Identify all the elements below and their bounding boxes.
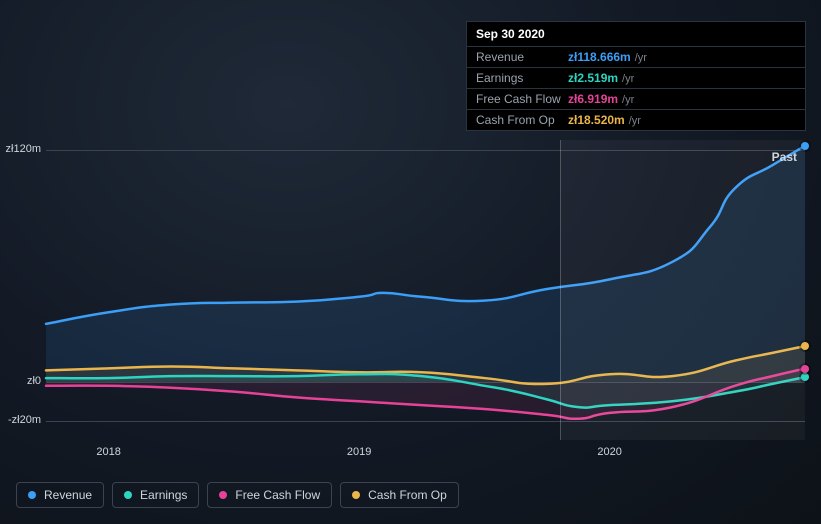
legend-item-earnings[interactable]: Earnings <box>112 482 199 508</box>
tooltip-row-suffix: /yr <box>622 73 634 85</box>
tooltip-row-suffix: /yr <box>635 52 647 64</box>
legend-item-free-cash-flow[interactable]: Free Cash Flow <box>207 482 332 508</box>
legend-item-cash-from-op[interactable]: Cash From Op <box>340 482 459 508</box>
y-axis-label: -zł20m <box>0 414 41 426</box>
tooltip-row-label: Cash From Op <box>476 113 568 127</box>
legend-label: Revenue <box>44 488 92 502</box>
revenue-endpoint <box>801 142 809 150</box>
tooltip-date: Sep 30 2020 <box>467 22 805 46</box>
legend-dot-icon <box>28 491 36 499</box>
legend-dot-icon <box>352 491 360 499</box>
financial-chart[interactable]: Past zł120mzł0-zł20m 201820192020 <box>16 120 805 460</box>
y-axis-label: zł0 <box>0 375 41 387</box>
tooltip-row: Revenuezł118.666m/yr <box>467 46 805 67</box>
legend-item-revenue[interactable]: Revenue <box>16 482 104 508</box>
legend-dot-icon <box>124 491 132 499</box>
tooltip-row: Free Cash Flowzł6.919m/yr <box>467 88 805 109</box>
hover-tooltip: Sep 30 2020 Revenuezł118.666m/yrEarnings… <box>466 21 806 131</box>
tooltip-row-value: zł118.666m <box>568 50 631 64</box>
x-axis-label: 2020 <box>597 446 621 458</box>
legend-label: Cash From Op <box>368 488 447 502</box>
legend-label: Free Cash Flow <box>235 488 320 502</box>
free-cash-flow-endpoint <box>801 365 809 373</box>
cash-from-op-endpoint <box>801 342 809 350</box>
tooltip-row: Cash From Opzł18.520m/yr <box>467 109 805 130</box>
past-label: Past <box>772 150 797 164</box>
tooltip-row-value: zł2.519m <box>568 71 618 85</box>
legend-label: Earnings <box>140 488 187 502</box>
hover-band <box>560 140 805 440</box>
y-axis-label: zł120m <box>0 143 41 155</box>
legend-dot-icon <box>219 491 227 499</box>
tooltip-row-label: Revenue <box>476 50 568 64</box>
tooltip-row-label: Earnings <box>476 71 568 85</box>
legend: Revenue Earnings Free Cash Flow Cash From O… <box>16 482 459 508</box>
x-axis-label: 2019 <box>347 446 371 458</box>
earnings-endpoint <box>801 373 809 381</box>
tooltip-row-label: Free Cash Flow <box>476 92 568 106</box>
tooltip-row-suffix: /yr <box>629 115 641 127</box>
x-axis-label: 2018 <box>96 446 120 458</box>
tooltip-row-value: zł6.919m <box>568 92 618 106</box>
tooltip-row-value: zł18.520m <box>568 113 625 127</box>
tooltip-row-suffix: /yr <box>622 94 634 106</box>
tooltip-row: Earningszł2.519m/yr <box>467 67 805 88</box>
hover-line <box>560 140 561 440</box>
